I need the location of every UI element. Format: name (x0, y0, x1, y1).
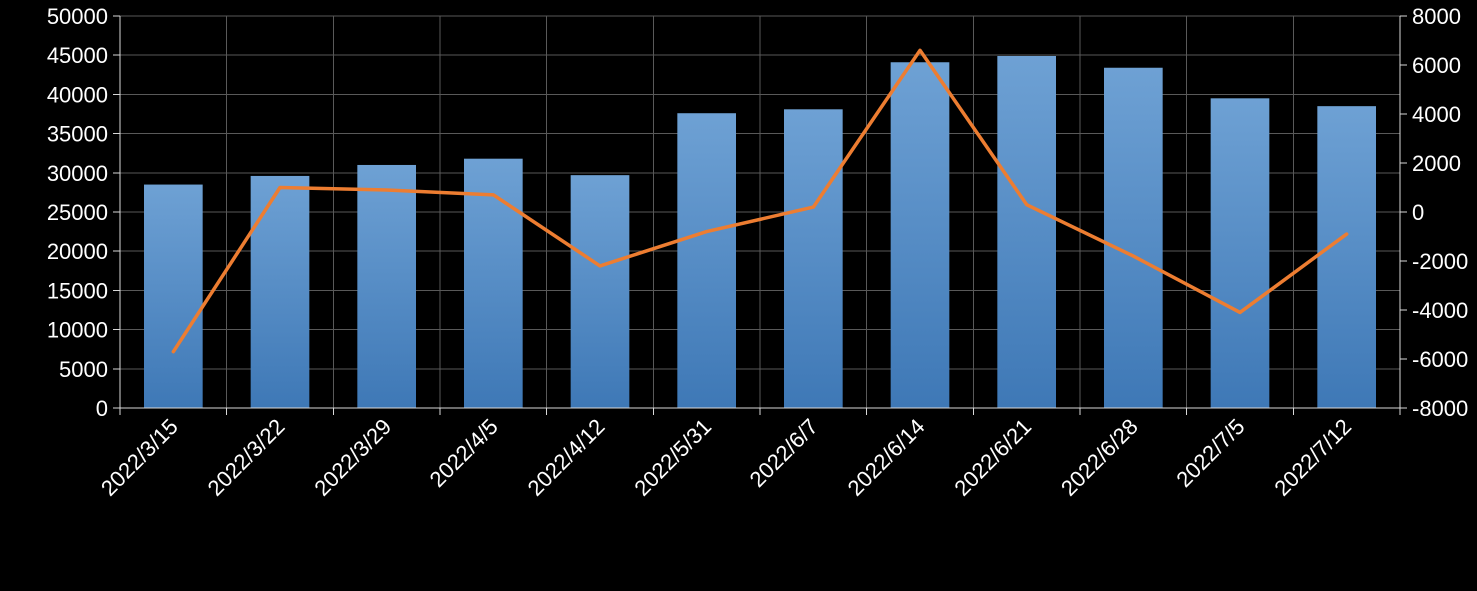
x-category-label: 2022/5/31 (629, 414, 716, 501)
x-category-label: 2022/7/5 (1171, 414, 1249, 492)
y-right-tick-label: -8000 (1412, 396, 1468, 421)
gridlines (120, 16, 1400, 408)
x-category-label: 2022/4/12 (523, 414, 610, 501)
y-left-tick-label: 5000 (59, 357, 108, 382)
x-category-label: 2022/3/22 (203, 414, 290, 501)
y-right-tick-label: 6000 (1412, 53, 1461, 78)
bar (891, 62, 950, 408)
y-right-tick-label: 2000 (1412, 151, 1461, 176)
bar (784, 109, 843, 408)
y-left-tick-label: 45000 (47, 43, 108, 68)
y-left-tick-label: 0 (96, 396, 108, 421)
bar (571, 175, 630, 408)
y-right-tick-label: 0 (1412, 200, 1424, 225)
y-left-tick-label: 35000 (47, 122, 108, 147)
y-left-tick-label: 15000 (47, 278, 108, 303)
y-left-tick-label: 10000 (47, 318, 108, 343)
x-category-label: 2022/3/29 (309, 414, 396, 501)
x-category-label: 2022/7/12 (1269, 414, 1356, 501)
y-left-tick-label: 30000 (47, 161, 108, 186)
combo-chart: 0500010000150002000025000300003500040000… (0, 0, 1477, 591)
x-category-label: 2022/6/14 (843, 414, 930, 501)
y-left-tick-label: 50000 (47, 4, 108, 29)
y-right-tick-label: -2000 (1412, 249, 1468, 274)
y-right-tick-label: -4000 (1412, 298, 1468, 323)
x-category-label: 2022/3/15 (96, 414, 183, 501)
x-category-label: 2022/6/7 (745, 414, 823, 492)
bar (1211, 98, 1270, 408)
y-right-tick-label: 4000 (1412, 102, 1461, 127)
bar (997, 56, 1056, 408)
y-right-tick-label: 8000 (1412, 4, 1461, 29)
x-category-label: 2022/6/28 (1056, 414, 1143, 501)
bar (1104, 68, 1163, 408)
bar (1317, 106, 1376, 408)
y-left-tick-label: 20000 (47, 239, 108, 264)
bar (144, 185, 203, 408)
bar (251, 176, 310, 408)
y-right-tick-label: -6000 (1412, 347, 1468, 372)
bar (677, 113, 736, 408)
y-left-tick-label: 25000 (47, 200, 108, 225)
x-category-label: 2022/4/5 (425, 414, 503, 492)
chart-svg: 0500010000150002000025000300003500040000… (0, 0, 1477, 591)
y-left-tick-label: 40000 (47, 82, 108, 107)
bar (357, 165, 416, 408)
x-category-label: 2022/6/21 (949, 414, 1036, 501)
